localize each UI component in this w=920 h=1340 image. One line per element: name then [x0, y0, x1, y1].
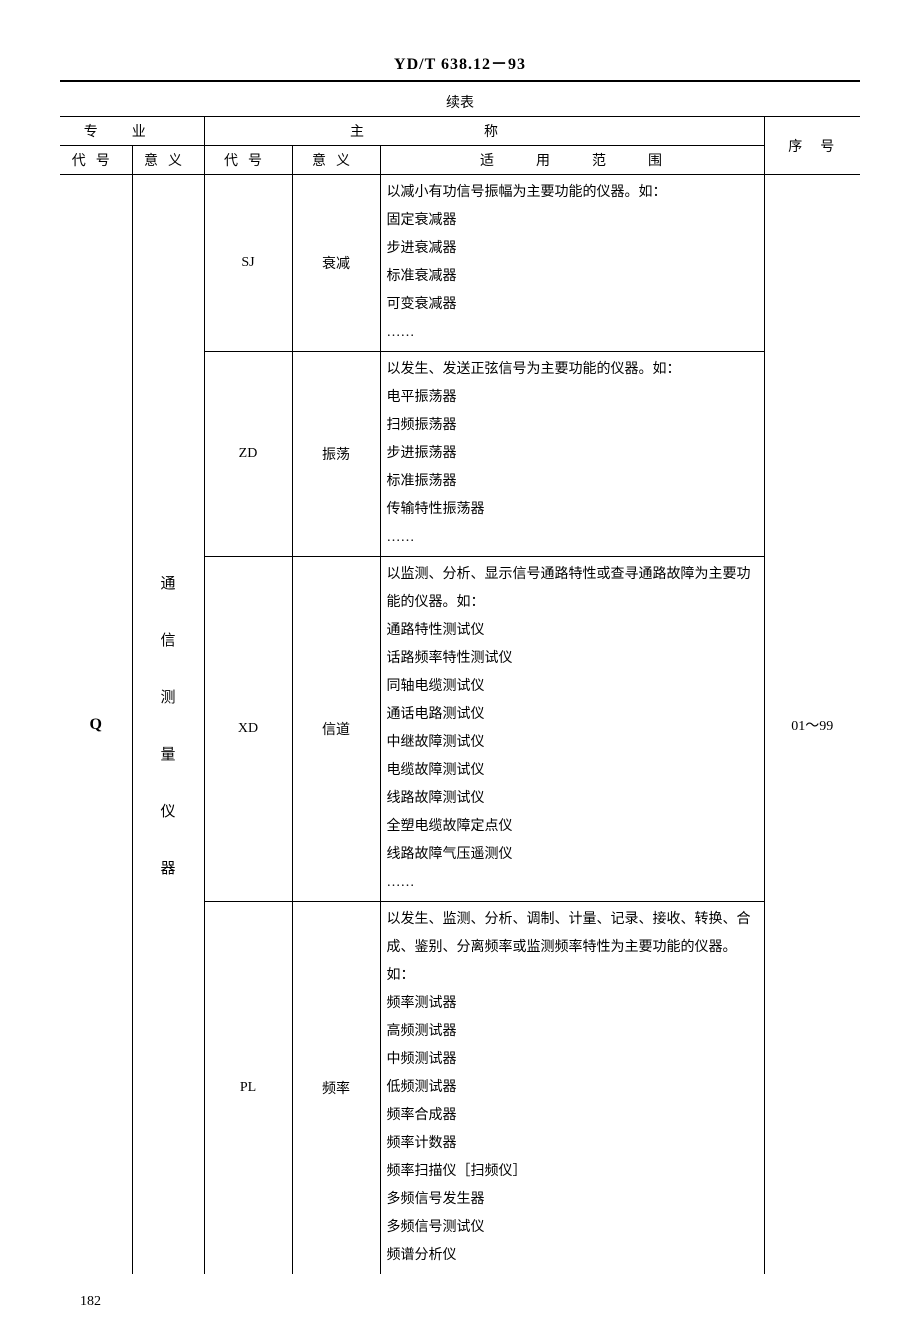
specialty-code-cell: Q [60, 175, 132, 1275]
header-row-2: 代号 意义 代号 意义 适用范围 [60, 146, 860, 175]
row-code: PL [204, 902, 292, 1275]
seq-cell: 01～99 [764, 175, 860, 1275]
row-scope: 以发生、发送正弦信号为主要功能的仪器。如：电平振荡器扫频振荡器步进振荡器标准振荡… [380, 352, 764, 557]
row-scope: 以监测、分析、显示信号通路特性或查寻通路故障为主要功能的仪器。如：通路特性测试仪… [380, 557, 764, 902]
table-row: Q 通信测量仪器 SJ 衰减 以减小有功信号振幅为主要功能的仪器。如：固定衰减器… [60, 175, 860, 352]
header-rule [60, 80, 860, 82]
document-page: YD/T 638.12－93 续表 专业 主称 序号 代号 意义 代号 意义 适… [0, 0, 920, 1340]
hdr-specialty: 专业 [60, 117, 204, 146]
hdr-code-1: 代号 [60, 146, 132, 175]
main-table: 专业 主称 序号 代号 意义 代号 意义 适用范围 Q 通信测量仪器 SJ 衰减… [60, 116, 860, 1274]
hdr-meaning-1: 意义 [132, 146, 204, 175]
hdr-scope: 适用范围 [380, 146, 764, 175]
row-scope: 以减小有功信号振幅为主要功能的仪器。如：固定衰减器步进衰减器标准衰减器可变衰减器… [380, 175, 764, 352]
hdr-code-2: 代号 [204, 146, 292, 175]
doc-number: YD/T 638.12－93 [60, 50, 860, 80]
table-caption: 续表 [60, 92, 860, 112]
row-code: ZD [204, 352, 292, 557]
specialty-code: Q [90, 716, 102, 733]
row-meaning: 信道 [292, 557, 380, 902]
page-number: 182 [80, 1294, 860, 1310]
specialty-meaning: 通信测量仪器 [133, 554, 204, 896]
header-row-1: 专业 主称 序号 [60, 117, 860, 146]
hdr-name: 主称 [204, 117, 764, 146]
row-meaning: 振荡 [292, 352, 380, 557]
row-scope: 以发生、监测、分析、调制、计量、记录、接收、转换、合成、鉴别、分离频率或监测频率… [380, 902, 764, 1275]
hdr-meaning-2: 意义 [292, 146, 380, 175]
row-code: XD [204, 557, 292, 902]
hdr-seq: 序号 [764, 117, 860, 175]
specialty-meaning-cell: 通信测量仪器 [132, 175, 204, 1275]
row-code: SJ [204, 175, 292, 352]
row-meaning: 频率 [292, 902, 380, 1275]
row-meaning: 衰减 [292, 175, 380, 352]
